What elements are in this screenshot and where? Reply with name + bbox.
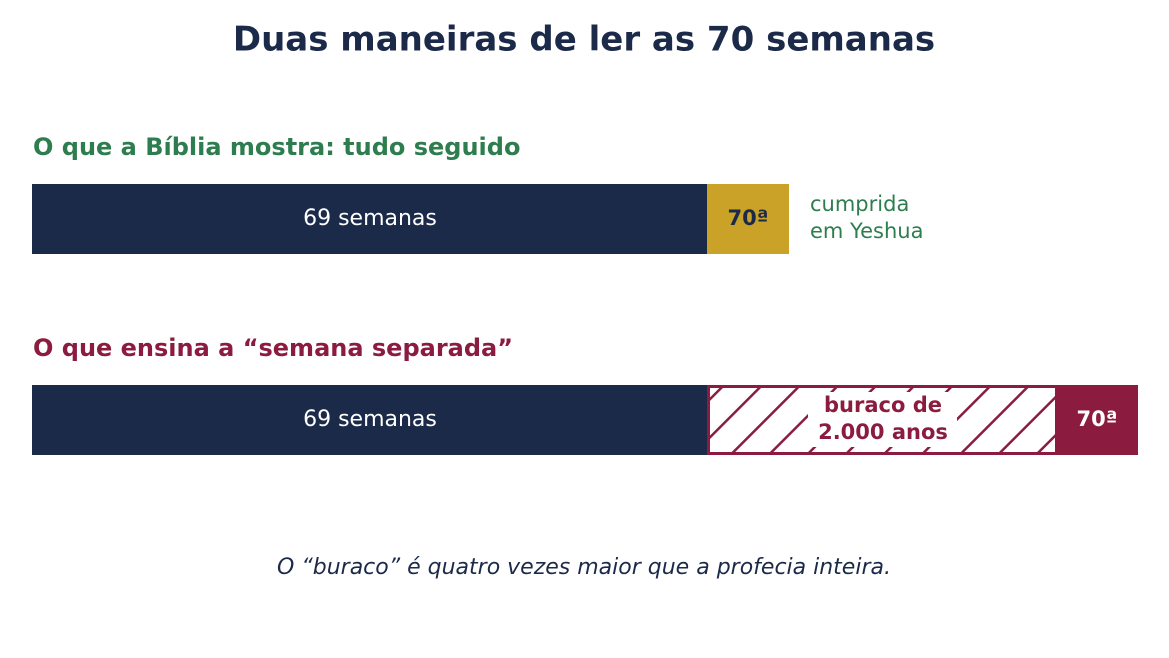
segment [32,385,707,455]
segment-label: 70ª [1076,407,1117,431]
segment [32,184,707,254]
note: cumprida [810,192,909,216]
segment [707,184,789,254]
label-background [808,392,957,447]
segment-label: buraco de [824,393,942,417]
segment-label: 69 semanas [303,407,437,432]
footer: O “buraco” é quatro vezes maior que a pr… [277,555,891,580]
row-label: O que a Bíblia mostra: tudo seguido [33,133,520,161]
segment-label: 70ª [727,206,768,230]
segment-label: 69 semanas [303,206,437,231]
segment-label: 2.000 anos [818,420,948,444]
segment [1057,385,1138,455]
row-label: O que ensina a “semana separada” [33,334,513,362]
title: Duas maneiras de ler as 70 semanas [233,20,935,60]
note: em Yeshua [810,219,923,243]
